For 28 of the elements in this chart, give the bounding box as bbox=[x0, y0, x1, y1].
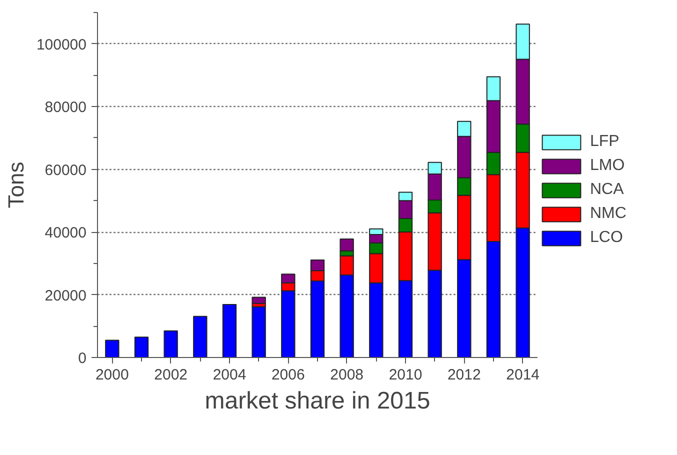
bar bbox=[164, 330, 178, 358]
y-axis-title: Tons bbox=[3, 162, 28, 208]
bar bbox=[252, 306, 266, 358]
x-tick-label: 2014 bbox=[506, 366, 540, 384]
x-tick-label: 2002 bbox=[154, 366, 188, 384]
x-tick-label: 2000 bbox=[95, 366, 129, 384]
y-tick-label: 100000 bbox=[36, 36, 87, 54]
legend-label: LMO bbox=[590, 157, 625, 175]
bar bbox=[222, 304, 237, 358]
legend-label: LCO bbox=[590, 229, 623, 247]
bar bbox=[105, 340, 120, 358]
legend-label: NMC bbox=[590, 205, 626, 223]
x-tick-label: 2010 bbox=[388, 366, 422, 384]
bar bbox=[134, 336, 149, 358]
y-tick-label: 20000 bbox=[44, 287, 87, 304]
x-tick-label: 2006 bbox=[271, 366, 305, 384]
y-tick-label: 0 bbox=[78, 350, 86, 367]
legend-label: LFP bbox=[590, 133, 620, 151]
x-tick-label: 2004 bbox=[212, 366, 246, 384]
x-axis-title: market share in 2015 bbox=[204, 388, 430, 414]
x-tick-label: 2008 bbox=[330, 366, 364, 384]
y-tick-label: 40000 bbox=[44, 224, 87, 242]
y-tick-label: 60000 bbox=[44, 162, 87, 179]
x-tick-label: 2012 bbox=[447, 366, 481, 384]
bar bbox=[252, 296, 266, 304]
bar bbox=[193, 316, 208, 358]
legend-label: NCA bbox=[590, 181, 624, 199]
y-tick-label: 80000 bbox=[44, 99, 87, 116]
